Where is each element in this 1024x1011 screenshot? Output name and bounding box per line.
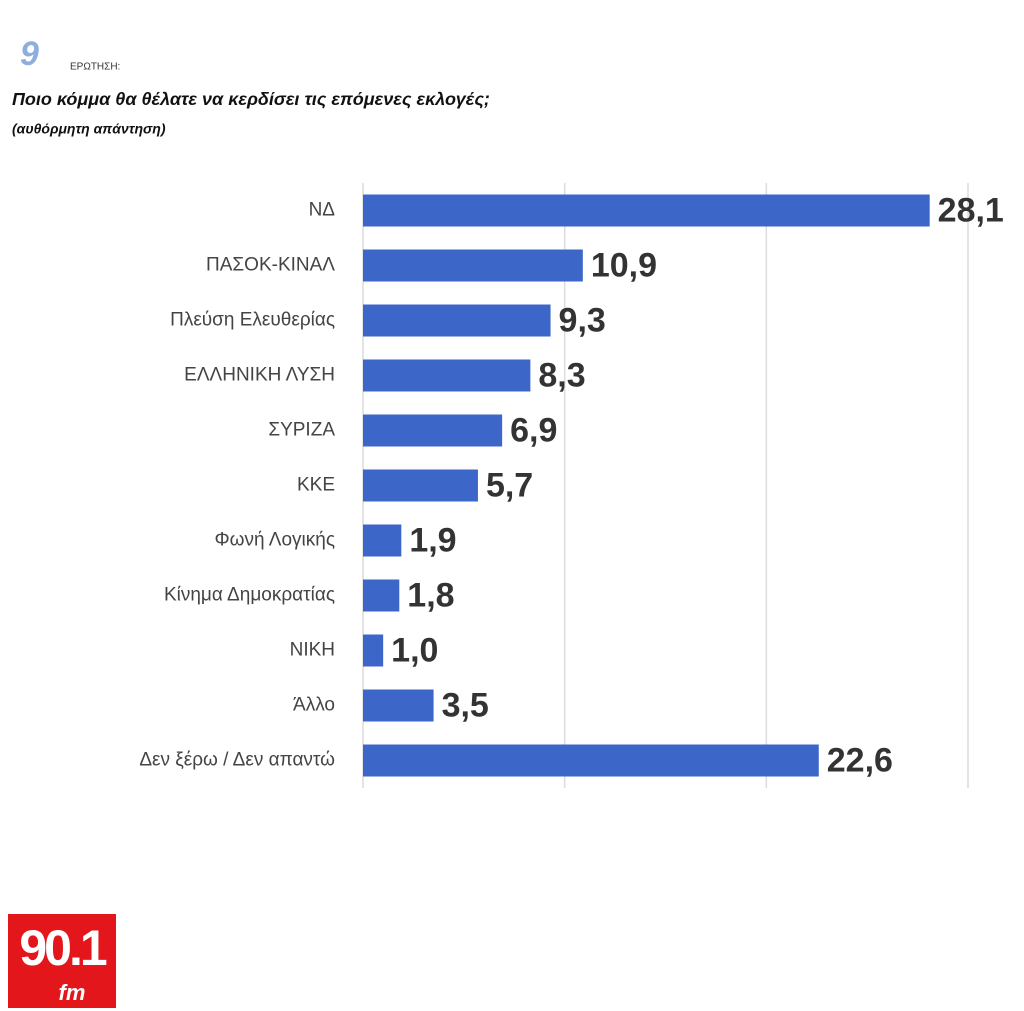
plot: ΝΔ 28,1 ΠΑΣΟΚ-ΚΙΝΑΛ 10,9 Πλεύση Ελευθερίας 9,…: [139, 183, 1004, 788]
bar: [363, 634, 384, 667]
value-label: 1,9: [409, 521, 456, 559]
question-number: 9: [20, 35, 39, 73]
logo: 90.1 fm: [8, 914, 116, 1008]
question-label: ΕΡΩΤΗΣΗ:: [70, 62, 120, 73]
bar: [363, 194, 930, 227]
logo-sub: fm: [59, 980, 86, 1005]
category-label: ΕΛΛΗΝΙΚΗ ΛΥΣΗ: [184, 365, 335, 386]
category-label: ΝΙΚΗ: [290, 640, 335, 661]
bar: [363, 579, 400, 612]
category-label: ΝΔ: [309, 200, 336, 221]
bar: [363, 414, 503, 447]
category-label: ΚΚΕ: [297, 475, 335, 496]
value-label: 8,3: [538, 356, 585, 394]
logo-box: [8, 914, 116, 1008]
bar: [363, 689, 434, 722]
value-label: 1,8: [407, 576, 454, 614]
category-label: Κίνημα Δημοκρατίας: [164, 585, 335, 606]
logo-main: 90.1: [19, 920, 107, 976]
chart-subtitle: (αυθόρμητη απάντηση): [12, 121, 166, 137]
bar: [363, 304, 551, 337]
value-label: 9,3: [559, 301, 606, 339]
bar: [363, 744, 819, 777]
bar: [363, 524, 402, 557]
value-label: 28,1: [938, 191, 1004, 229]
value-label: 22,6: [827, 741, 893, 779]
category-label: Φωνή Λογικής: [215, 530, 336, 551]
category-label: Άλλο: [293, 695, 335, 716]
bar: [363, 469, 478, 502]
value-label: 5,7: [486, 466, 533, 504]
bar: [363, 359, 531, 392]
category-label: Δεν ξέρω / Δεν απαντώ: [139, 750, 335, 771]
value-label: 6,9: [510, 411, 557, 449]
category-label: ΣΥΡΙΖΑ: [268, 420, 335, 441]
category-label: ΠΑΣΟΚ-ΚΙΝΑΛ: [206, 255, 335, 276]
bar: [363, 249, 583, 282]
category-label: Πλεύση Ελευθερίας: [170, 310, 335, 331]
value-label: 1,0: [391, 631, 438, 669]
value-label: 10,9: [591, 246, 657, 284]
value-label: 3,5: [442, 686, 489, 724]
chart-title: Ποιο κόμμα θα θέλατε να κερδίσει τις επό…: [12, 89, 490, 109]
